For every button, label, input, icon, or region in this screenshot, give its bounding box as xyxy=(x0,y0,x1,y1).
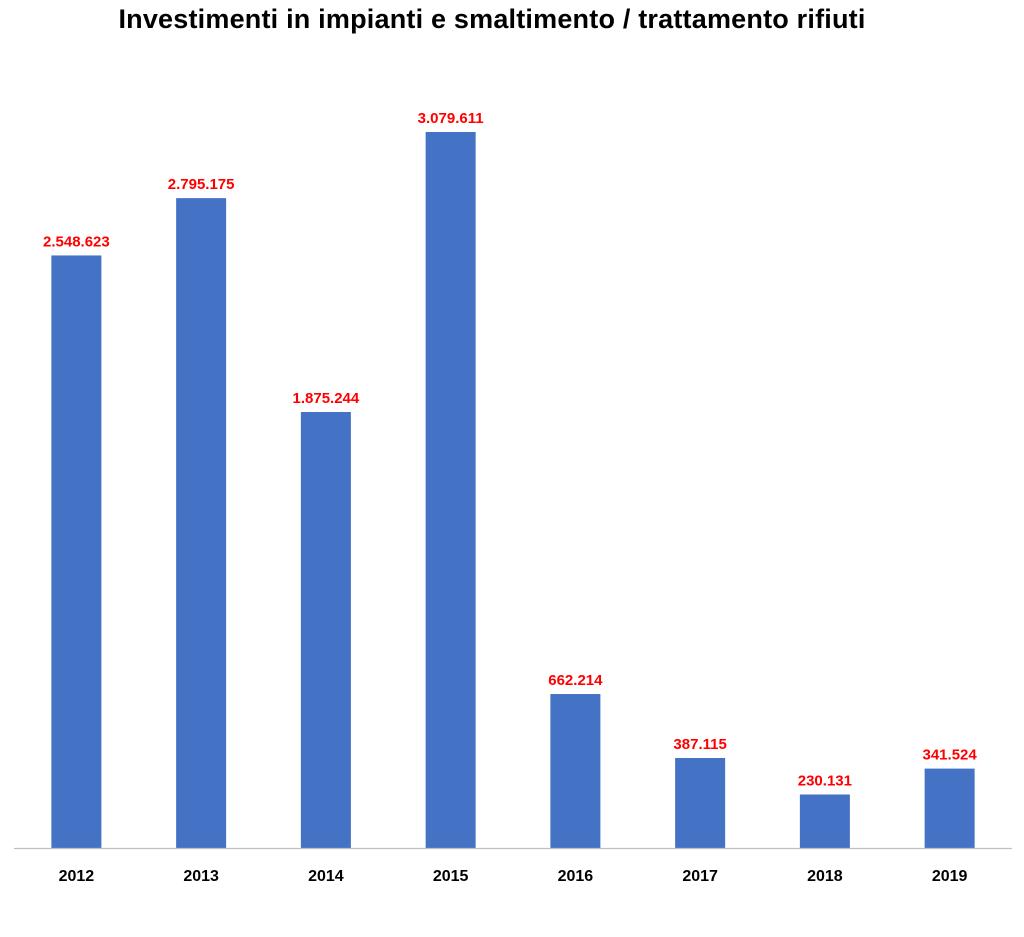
data-label-2015: 3.079.611 xyxy=(418,110,484,127)
data-label-2012: 2.548.623 xyxy=(43,233,110,250)
data-label-2019: 341.524 xyxy=(923,747,978,764)
chart-title: Investimenti in impianti e smaltimento /… xyxy=(118,4,866,34)
x-axis-tick-labels: 2012 2013 2014 2015 2016 2017 2018 2019 xyxy=(59,868,968,885)
bar-2016 xyxy=(550,694,601,848)
bar-2013 xyxy=(176,198,227,848)
bar-2017 xyxy=(675,758,726,848)
data-label-2018: 230.131 xyxy=(798,773,852,790)
data-labels: 2.548.623 2.795.175 1.875.244 3.079.611 662.… xyxy=(43,110,977,790)
bar-2018 xyxy=(799,794,850,848)
data-label-2016: 662.214 xyxy=(548,672,603,689)
tick-label-2012: 2012 xyxy=(59,868,95,885)
tick-label-2018: 2018 xyxy=(807,868,843,885)
bar-2015 xyxy=(425,132,476,848)
tick-label-2013: 2013 xyxy=(183,868,219,885)
tick-label-2014: 2014 xyxy=(308,868,344,885)
bars xyxy=(51,132,975,848)
data-label-2014: 1.875.244 xyxy=(293,390,360,407)
tick-label-2015: 2015 xyxy=(433,868,469,885)
bar-2019 xyxy=(924,768,975,848)
data-label-2017: 387.115 xyxy=(673,736,726,753)
tick-label-2017: 2017 xyxy=(682,868,718,885)
bar-2012 xyxy=(51,255,102,848)
bar-2014 xyxy=(300,412,351,848)
tick-label-2016: 2016 xyxy=(558,868,594,885)
data-label-2013: 2.795.175 xyxy=(168,176,235,193)
tick-label-2019: 2019 xyxy=(932,868,968,885)
